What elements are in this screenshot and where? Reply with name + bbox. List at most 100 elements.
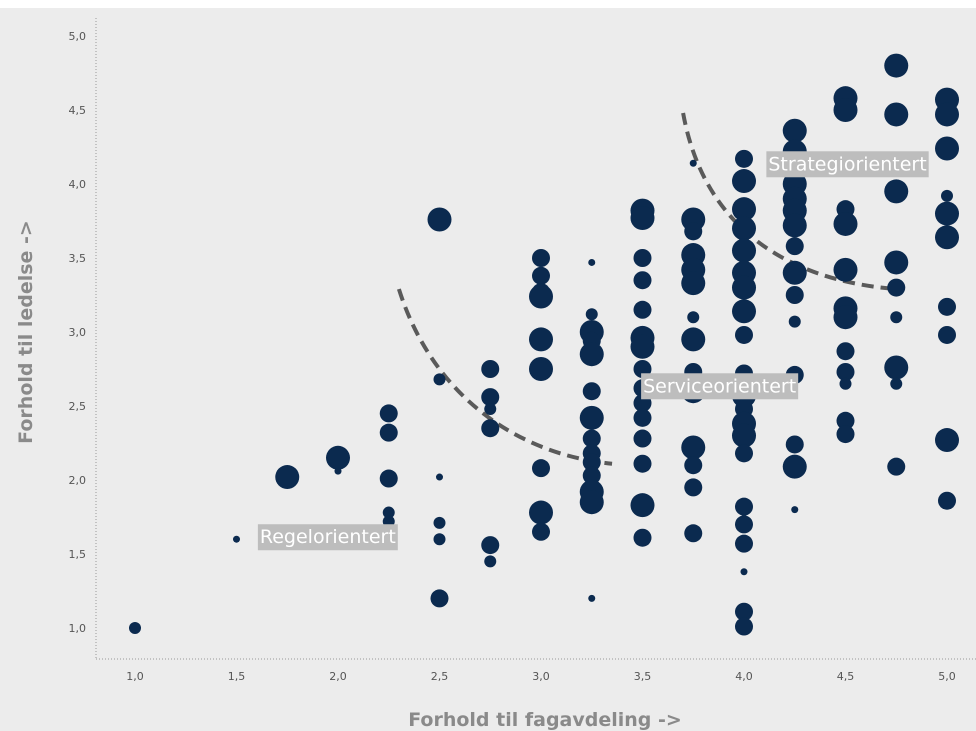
data-point <box>484 402 497 415</box>
data-point <box>836 362 855 381</box>
data-point <box>782 118 807 143</box>
data-point <box>735 497 753 516</box>
data-point <box>532 249 550 267</box>
data-point <box>481 419 500 438</box>
data-point <box>732 216 756 241</box>
data-point <box>582 382 601 401</box>
y-tick-label: 4,0 <box>69 178 87 191</box>
y-axis-title: Forhold til ledelse -> <box>15 220 37 444</box>
data-point <box>782 454 807 479</box>
data-point <box>890 311 903 324</box>
data-point <box>836 425 855 444</box>
data-point <box>633 454 652 473</box>
region-label: Strategiorientert <box>766 151 929 178</box>
region-label: Regelorientert <box>257 524 398 551</box>
region-labels: Regelorientert Serviceorientert Strategior… <box>257 151 929 551</box>
data-point <box>935 102 959 127</box>
data-point <box>379 423 398 442</box>
region-boundary-curve <box>396 288 613 466</box>
data-point <box>579 342 604 367</box>
data-point <box>681 271 706 296</box>
data-point <box>735 617 753 636</box>
data-point <box>630 334 655 359</box>
data-point <box>732 197 756 222</box>
data-point <box>529 327 553 352</box>
data-point <box>529 357 553 381</box>
data-point <box>884 102 909 127</box>
data-point <box>735 149 753 168</box>
data-point <box>782 260 807 285</box>
data-point <box>732 238 756 263</box>
data-point <box>681 435 706 460</box>
data-point <box>633 528 652 547</box>
data-point <box>633 300 652 319</box>
data-point <box>684 456 703 475</box>
data-point <box>735 602 753 621</box>
data-point <box>732 275 756 300</box>
x-tick-label: 3,0 <box>532 670 550 683</box>
region-curves <box>396 112 897 466</box>
data-point <box>529 500 553 525</box>
data-point <box>484 555 497 568</box>
data-point <box>481 360 500 378</box>
data-point <box>436 473 443 481</box>
data-point <box>275 465 300 490</box>
data-point <box>887 457 906 476</box>
data-point <box>884 355 909 380</box>
x-tick-label: 5,0 <box>938 670 956 683</box>
x-tick-label: 4,5 <box>837 670 855 683</box>
data-point <box>532 459 550 478</box>
data-point <box>582 466 601 485</box>
data-point <box>481 388 500 407</box>
data-point <box>684 524 703 543</box>
data-point <box>836 411 855 430</box>
data-point <box>630 493 655 518</box>
data-point <box>791 506 799 514</box>
data-point <box>588 594 596 602</box>
region-label-box <box>641 373 799 400</box>
data-point <box>782 213 807 238</box>
x-axis-title: Forhold til fagavdeling -> <box>408 709 682 731</box>
data-point <box>833 98 858 122</box>
region-label-text: Strategiorientert <box>768 153 926 175</box>
y-tick-label: 1,0 <box>69 622 87 635</box>
region-label-box <box>257 524 398 551</box>
data-point <box>588 258 596 266</box>
data-point <box>681 327 706 352</box>
data-point <box>740 568 748 576</box>
data-point <box>334 467 342 475</box>
data-point <box>633 408 652 427</box>
data-point <box>833 305 858 330</box>
data-point <box>585 308 598 321</box>
data-point <box>129 622 141 634</box>
data-point <box>833 257 858 282</box>
data-point <box>684 478 703 497</box>
data-point <box>382 506 395 519</box>
data-point <box>938 491 956 510</box>
x-tick-label: 4,0 <box>735 670 753 683</box>
data-point <box>890 377 903 390</box>
data-point <box>884 53 909 78</box>
data-point <box>884 250 909 275</box>
data-point <box>433 373 446 386</box>
data-point <box>582 429 601 448</box>
data-point <box>938 297 956 316</box>
region-label-text: Regelorientert <box>260 526 396 548</box>
data-point <box>735 444 753 463</box>
data-point <box>684 222 703 241</box>
region-label: Serviceorientert <box>641 373 799 400</box>
data-point <box>785 237 804 256</box>
data-point <box>887 278 906 297</box>
x-tick-labels: 1,0 1,5 2,0 2,5 3,0 3,5 4,0 4,5 5,0 <box>126 670 956 683</box>
data-point <box>935 201 959 226</box>
y-tick-labels: 1,0 1,5 2,0 2,5 3,0 3,5 4,0 4,5 5,0 <box>69 30 87 635</box>
x-tick-label: 1,5 <box>228 670 246 683</box>
data-point <box>935 136 959 161</box>
data-point <box>785 286 804 304</box>
data-point <box>529 284 553 309</box>
data-point <box>941 189 953 202</box>
data-point <box>433 533 446 546</box>
region-label-text: Serviceorientert <box>643 375 796 397</box>
y-tick-label: 3,0 <box>69 326 87 339</box>
